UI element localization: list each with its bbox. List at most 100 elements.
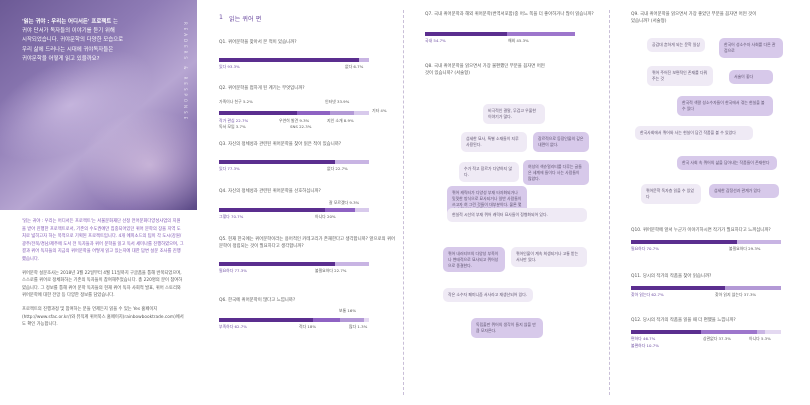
vertical-caption: READERS & RESPONSE bbox=[183, 22, 188, 123]
bar-segment bbox=[219, 111, 297, 115]
bar-segment bbox=[358, 58, 369, 62]
answer-bubble: 장르적으로 등장인물의 깊은 내면이 없다. bbox=[533, 132, 589, 152]
bar-segment bbox=[764, 330, 781, 334]
answer-bubble: 한국사회에서 퀴어와 사는 현실이 담긴 작품을 볼 수 있었다 bbox=[635, 126, 753, 140]
intro-paragraph: '읽는 귀야 : 우리는 어디서든 프로젝트'는 서울문화재단 선정 언어문화다… bbox=[22, 219, 184, 262]
bar-segment bbox=[701, 330, 757, 334]
question-q9: Q9. 국내 퀴어문학을 읽으면서 가장 좋았던 부분을 꼽자면 어떤 것이 있… bbox=[631, 12, 757, 24]
answer-bubble: 퀴어 내러티브의 다양성 부족이나 변태적으로 묘사되고 퀴어성으로 종결한다. bbox=[443, 247, 505, 273]
bar-segment bbox=[425, 32, 508, 36]
question-q5: Q5. 현재 한국에는 퀴어문학이라는 용어적인 카테고리가 존재한다고 생각합… bbox=[219, 237, 396, 249]
hero-text: '읽는 귀야 : 우리는 어디서든' 프로젝트 는 귀야 단서가 독자들의 이야… bbox=[22, 18, 152, 64]
sidebar: '읽는 귀야 : 우리는 어디서든' 프로젝트 는 귀야 단서가 독자들의 이야… bbox=[0, 0, 197, 405]
survey-column-1: 1 읽는 퀴어 편 Q1. 퀴어문학을 찾아서 본 적이 있습니까? 있다 93… bbox=[207, 0, 397, 405]
answer-bar-q10 bbox=[631, 240, 781, 244]
bar-segment bbox=[631, 240, 738, 244]
question-q1: Q1. 퀴어문학을 찾아서 본 적이 있습니까? bbox=[219, 40, 297, 45]
bar-segment bbox=[219, 58, 359, 62]
answer-bubble: 비극적인 결말, 무겁고 우울한 이야기가 많다. bbox=[483, 104, 545, 124]
survey-column-3: Q9. 국내 퀴어문학을 읽으면서 가장 좋았던 부분을 꼽자면 어떤 것이 있… bbox=[619, 0, 809, 405]
answer-bubble: 퀴어문학 독자층 읽을 수 있었다 bbox=[641, 184, 701, 204]
answer-bubble: 독립출판 퀴어의 생각이 들지 않을 만큼 모자른다. bbox=[471, 318, 543, 338]
column-divider bbox=[609, 10, 610, 395]
column-divider bbox=[403, 10, 404, 395]
survey-column-2: Q7. 국내 퀴어문학과 해외 퀴어문학(번역서포함)중 어느 쪽을 더 좋아하… bbox=[413, 0, 603, 405]
question-q11: Q11. 당시의 작가의 작품을 찾아 읽습니까? bbox=[631, 274, 712, 279]
answer-bar-q3 bbox=[219, 160, 369, 164]
answer-bar-q1 bbox=[219, 58, 369, 62]
answer-label: 가족이나 친구 5.2% bbox=[219, 99, 253, 104]
bar-segment bbox=[334, 262, 369, 266]
answer-label: 잘 모르겠다 9.3% bbox=[329, 200, 360, 205]
answer-bubble: 한국어 성소수자 사회를 다른 관점으로 bbox=[719, 38, 783, 58]
bar-segment bbox=[725, 286, 781, 290]
answer-label: 해외 45.3% bbox=[508, 38, 529, 43]
answer-label: 불필요하다 22.7% bbox=[315, 268, 347, 273]
answer-bubble: 한국 사회 속 퀴어의 삶을 담아내는 작품들이 존재한다 bbox=[677, 156, 777, 170]
intro-text: '읽는 귀야 : 우리는 어디서든 프로젝트'는 서울문화재단 선정 언어문화다… bbox=[22, 218, 184, 335]
answer-label: 불필요하다 29.3% bbox=[729, 246, 761, 251]
question-q3: Q3. 자신의 정체성과 관련된 퀴어문학을 찾아 읽은 적이 있습니까? bbox=[219, 142, 342, 147]
answer-bubble: 여성의 섹슈얼리티를 다루는 글들은 세계에 들이다 사는 사람들이 많았다. bbox=[523, 160, 589, 186]
answer-label: 그렇다 70.7% bbox=[219, 214, 244, 219]
answer-label: 상관없다 37.3% bbox=[703, 336, 731, 341]
bar-segment bbox=[297, 111, 330, 115]
question-q10: Q10. 퀴어문학에 앞서 누군가 이야기하시면 작가가 필요하다고 느끼십니까… bbox=[631, 228, 771, 233]
bar-segment bbox=[631, 330, 702, 334]
bar-segment bbox=[340, 318, 365, 322]
answer-label: 아니다 5.3% bbox=[749, 336, 771, 341]
answer-label: 불편하다 10.7% bbox=[631, 343, 659, 348]
bar-segment bbox=[364, 318, 369, 322]
answer-label: 없다 6.7% bbox=[345, 64, 364, 69]
hero-line-1: 귀야 단서가 독자들의 이야기를 듣기 위해 bbox=[22, 28, 115, 35]
answer-label: SNS 22.3% bbox=[290, 124, 312, 129]
question-q2: Q2. 퀴어문학을 접하게 된 계기는 무엇입니까? bbox=[219, 86, 305, 91]
answer-bubble: 퀴어인물이 계속 희생되거나 고통 받는 서사만 있다. bbox=[511, 247, 587, 267]
hero-line-0: '읽는 귀야 : 우리는 어디서든' 프로젝트 bbox=[22, 19, 112, 25]
bar-segment bbox=[354, 111, 369, 115]
answer-bar-q7 bbox=[425, 32, 575, 36]
question-q4: Q4. 자신의 정체성과 관련된 퀴어문학을 선호하십니까? bbox=[219, 189, 321, 194]
answer-label: 지인 소개 8.9% bbox=[327, 118, 354, 123]
answer-label: 찾아 읽지 않는다 37.3% bbox=[715, 292, 757, 297]
answer-bubble: 섬세한 묘사, 특별 소재들이 지루 사용된다. bbox=[461, 132, 527, 152]
bar-segment bbox=[507, 32, 575, 36]
answer-label: 인터넷 33.9% bbox=[325, 99, 350, 104]
answer-bubble: 작은 소수자 페미니즘 서사라고 재생산되어 있다. bbox=[443, 288, 533, 302]
bar-segment bbox=[334, 160, 369, 164]
answer-bubble: 현실적 시선의 부재 퀴어 캐릭터 묘사들이 정형화되어 있다. bbox=[447, 208, 587, 222]
answer-label: 국내 54.7% bbox=[425, 38, 446, 43]
bar-segment bbox=[313, 318, 341, 322]
answer-label: 보통 16% bbox=[339, 308, 357, 313]
answer-label: 필요하다 77.3% bbox=[219, 268, 247, 273]
answer-label: 부족하다 62.7% bbox=[219, 324, 247, 329]
answer-label: 편하다 46.7% bbox=[631, 336, 656, 341]
bar-segment bbox=[330, 111, 354, 115]
answer-label: 독서 모임 3.7% bbox=[219, 124, 246, 129]
hero-line-4: 귀야문학을 어떻게 읽고 있을까요? bbox=[22, 55, 100, 62]
bar-segment bbox=[737, 240, 781, 244]
answer-label: 없다 22.7% bbox=[327, 166, 348, 171]
question-q7: Q7. 국내 퀴어문학과 해외 퀴어문학(번역서포함)중 어느 쪽을 더 좋아하… bbox=[425, 12, 594, 17]
intro-paragraph: 퀴어문학 설문조사는 2018년 3월 22일부터 4월 11일까지 구글폼을 … bbox=[22, 270, 183, 299]
hero-line-2: 시작되었습니다. 귀야문학의 다양한 모습으로 bbox=[22, 37, 124, 44]
question-q6: Q6. 한국에 퀴어문학이 많다고 느낍니까? bbox=[219, 298, 296, 303]
answer-bubble: 서술이 좋다 bbox=[729, 70, 773, 84]
hero-image: '읽는 귀야 : 우리는 어디서든' 프로젝트 는 귀야 단서가 독자들의 이야… bbox=[0, 0, 197, 210]
answer-label: 많다 1.3% bbox=[349, 324, 368, 329]
answer-bar-q4 bbox=[219, 208, 369, 212]
answer-label: 찾아 읽는다 62.7% bbox=[631, 292, 664, 297]
answer-bubble: 한국적 색깔 성소수자들이 한국에서 겪는 현실을 볼 수 있다 bbox=[677, 96, 773, 116]
answer-label: 우연히 발견 9.3% bbox=[279, 118, 310, 123]
answer-label: 아니다 20% bbox=[315, 214, 336, 219]
bar-segment bbox=[219, 318, 314, 322]
hero-line-3: 우리 삶에 드러나는 시대에 귀야독자들은 bbox=[22, 46, 114, 53]
question-q8: Q8. 국내 퀴어문학을 읽으면서 가장 불편했던 부분을 꼽자면 어떤 것이 … bbox=[425, 64, 545, 76]
bar-segment bbox=[219, 208, 326, 212]
answer-label: 기타 4% bbox=[372, 108, 387, 113]
bar-segment bbox=[219, 160, 335, 164]
answer-bar-q5 bbox=[219, 262, 369, 266]
bar-segment bbox=[757, 330, 765, 334]
answer-bubble: 수가 적고 장르가 다양하지 않다. bbox=[459, 162, 519, 182]
answer-bubble: 공감대 흔하게 되는 문학 일상 bbox=[647, 38, 705, 52]
